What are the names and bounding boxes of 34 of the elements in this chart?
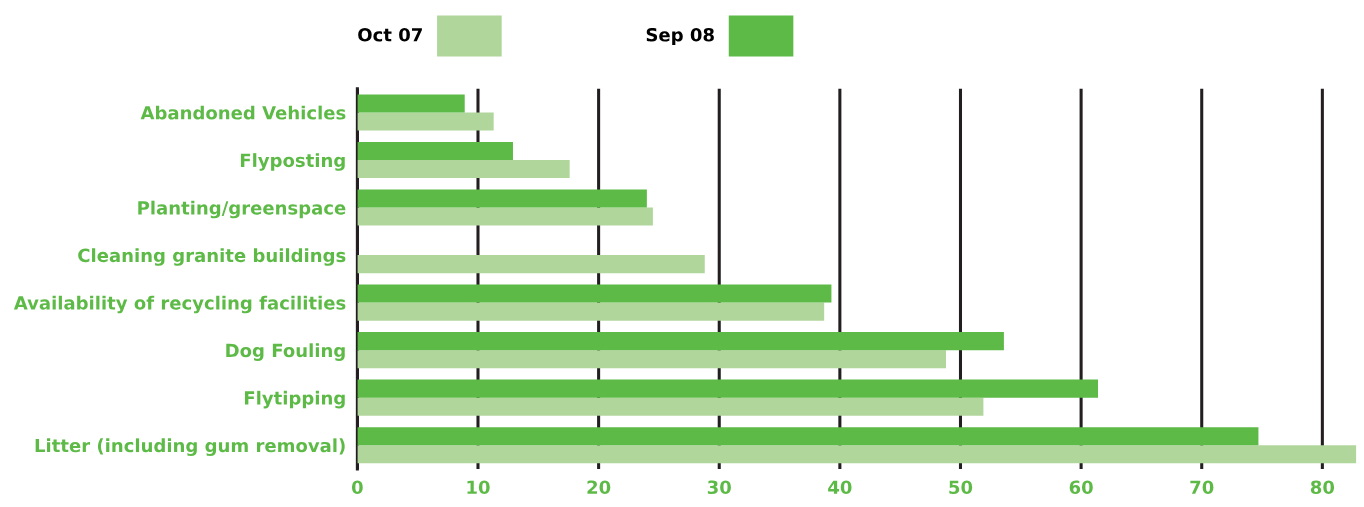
x-tick-label: 30 xyxy=(707,480,731,495)
bar xyxy=(357,302,825,321)
y-tick-label: Litter (including gum removal) xyxy=(35,438,345,456)
y-tick-label: Dog Fouling xyxy=(226,343,345,361)
bar xyxy=(357,379,1098,398)
bar xyxy=(357,112,494,131)
bar xyxy=(357,445,1357,464)
x-tick-label: 20 xyxy=(587,480,611,495)
bar xyxy=(357,255,705,274)
y-tick-label: Planting/greenspace xyxy=(138,200,346,219)
y-tick-label: Flyposting xyxy=(240,153,345,171)
x-tick-label: 10 xyxy=(467,480,490,495)
x-tick-label: 40 xyxy=(828,480,852,495)
bar xyxy=(357,94,465,113)
bar xyxy=(357,397,984,416)
x-tick-label: 70 xyxy=(1190,480,1214,495)
y-tick-label: Abandoned Vehicles xyxy=(140,105,346,120)
bar xyxy=(357,332,1004,351)
bar xyxy=(357,207,653,226)
x-tick-label: 60 xyxy=(1069,480,1093,495)
legend-label: Oct 07 xyxy=(358,27,422,42)
bar xyxy=(357,189,647,208)
bar xyxy=(357,160,570,179)
x-tick-label: 80 xyxy=(1310,480,1335,495)
y-tick-label: Flytipping xyxy=(244,390,345,409)
x-tick-label: 0 xyxy=(351,480,363,495)
legend-label: Sep 08 xyxy=(646,27,714,46)
y-tick-label: Availability of recycling facilities xyxy=(13,295,346,314)
y-tick-label: Cleaning granite buildings xyxy=(78,248,346,266)
x-tick-label: 50 xyxy=(949,480,973,495)
bar xyxy=(357,284,832,303)
bar xyxy=(357,141,513,161)
bar xyxy=(357,350,947,369)
bar xyxy=(357,427,1259,446)
